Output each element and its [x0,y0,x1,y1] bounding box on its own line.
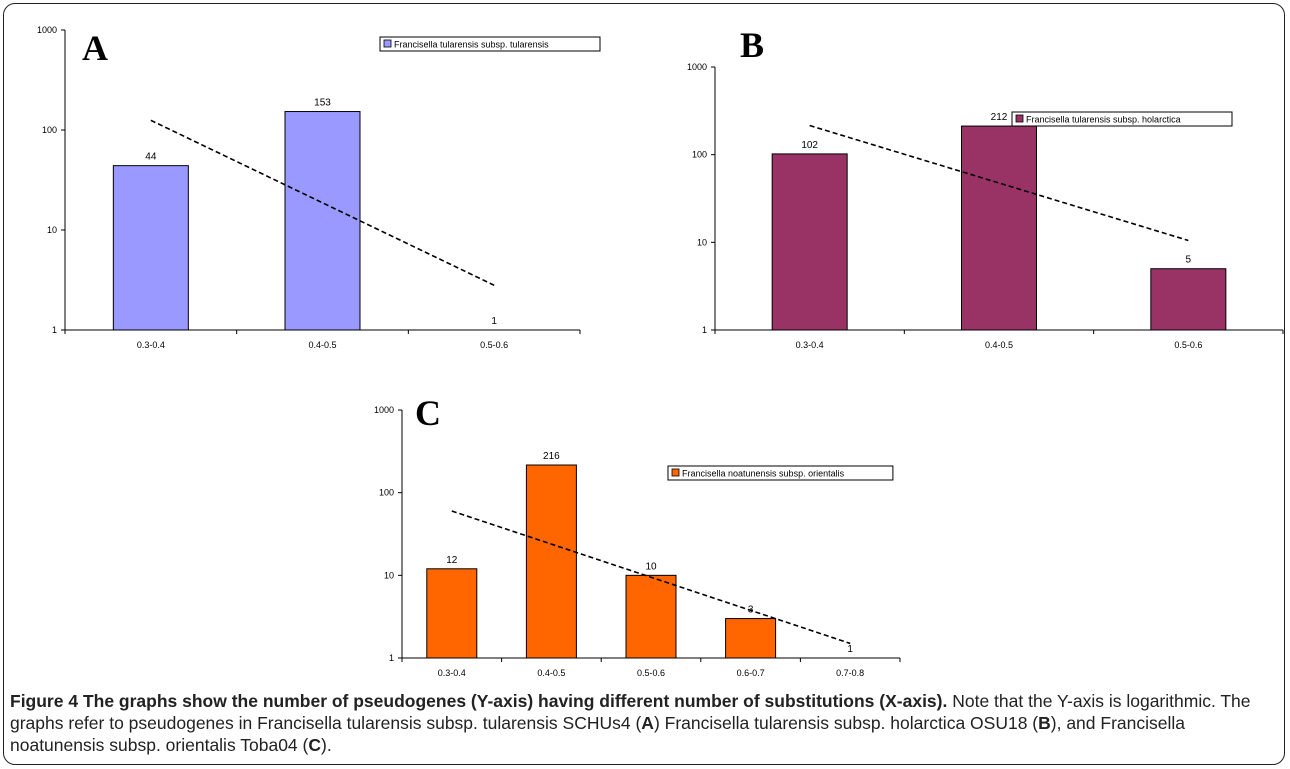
legend-label: Francisella tularensis subsp. holarctica [1026,115,1181,125]
y-tick-label: 1000 [37,25,57,35]
data-label: 44 [145,152,157,163]
x-tick-label: 0.5-0.6 [637,668,665,678]
y-tick-label: 1000 [687,62,707,72]
x-tick-label: 0.4-0.5 [985,340,1013,350]
y-tick-label: 10 [697,237,707,247]
data-label: 102 [801,140,818,151]
data-label: 5 [1186,255,1192,266]
x-tick-label: 0.3-0.4 [796,340,824,350]
y-tick-label: 100 [692,150,707,160]
data-label: 3 [748,605,754,616]
y-tick-label: 1 [52,325,57,335]
y-tick-label: 100 [42,125,57,135]
data-label: 12 [446,555,458,566]
panel-letter-c: C [415,393,441,433]
data-label: 216 [543,451,560,462]
data-label: 1 [491,316,497,327]
caption-text-2: ) Francisella tularensis subsp. holarcti… [653,713,1039,733]
chart-panel-b: 1 10 100 1000 102 212 5 0.3-0.4 0.4-0.5 0.5-0.6 B F… [687,25,1284,350]
bar-c-1 [426,568,478,659]
legend-c: Francisella noatunensis subsp. orientali… [667,465,894,481]
bar-b-1 [771,153,848,331]
figure-caption: Figure 4 The graphs show the number of p… [10,690,1280,756]
y-tick-label: 1 [702,325,707,335]
caption-text-1: Note that the Y-axis is logarithmic. The… [10,691,1251,733]
chart-panel-c: 1 10 100 1000 12 216 10 3 1 0.3-0.4 0.4-0.5 0.5-0.6… [374,393,901,678]
legend-swatch [383,39,392,48]
y-tick-label: 10 [384,570,394,580]
legend-a: Francisella tularensis subsp. tularensis [379,36,601,52]
legend-swatch [1015,114,1024,123]
legend-swatch [671,468,680,477]
legend-label: Francisella noatunensis subsp. orientali… [682,469,845,479]
x-tick-label: 0.4-0.5 [308,340,336,350]
x-tick-label: 0.3-0.4 [438,668,466,678]
bar-a-1 [112,165,189,331]
bar-b-3 [1150,268,1227,331]
y-tick-label: 10 [47,225,57,235]
caption-bold-sentence: The graphs show the number of pseudogene… [82,691,948,711]
legend-b: Francisella tularensis subsp. holarctica [1011,111,1233,127]
bar-a-2 [284,111,361,331]
x-tick-label: 0.5-0.6 [1174,340,1202,350]
x-tick-label: 0.3-0.4 [137,340,165,350]
data-label: 10 [645,561,657,572]
y-tick-label: 100 [379,488,394,498]
legend-label: Francisella tularensis subsp. tularensis [394,40,549,50]
caption-label: Figure 4 [10,691,79,711]
bar-c-3 [625,574,677,659]
trendline-c [451,510,851,645]
x-tick-label: 0.7-0.8 [836,668,864,678]
y-tick-label: 1 [389,653,394,663]
x-tick-label: 0.4-0.5 [537,668,565,678]
chart-panel-a: 1 10 100 1000 44 153 1 0.3-0.4 0.4-0.5 0.5-0.6 A Fr… [37,25,601,350]
bar-c-4 [725,618,777,659]
caption-ref-b: B [1038,713,1051,733]
trendline-b [809,124,1189,242]
bar-c-2 [525,464,577,659]
legend-box [667,465,894,481]
caption-text-3: ), and Francisella noatunensis subsp. or… [10,713,1185,755]
x-tick-label: 0.5-0.6 [480,340,508,350]
legend-box [379,36,601,52]
caption-text-4: ). [321,735,332,755]
legend-box [1011,111,1233,127]
panel-letter-b: B [740,25,764,65]
caption-ref-a: A [641,713,654,733]
data-label: 1 [847,644,853,655]
caption-ref-c: C [308,735,321,755]
panel-letter-a: A [82,28,108,68]
x-tick-label: 0.6-0.7 [737,668,765,678]
bar-b-2 [961,125,1037,331]
data-label: 153 [314,98,331,109]
data-label: 212 [991,112,1008,123]
y-tick-label: 1000 [374,405,394,415]
